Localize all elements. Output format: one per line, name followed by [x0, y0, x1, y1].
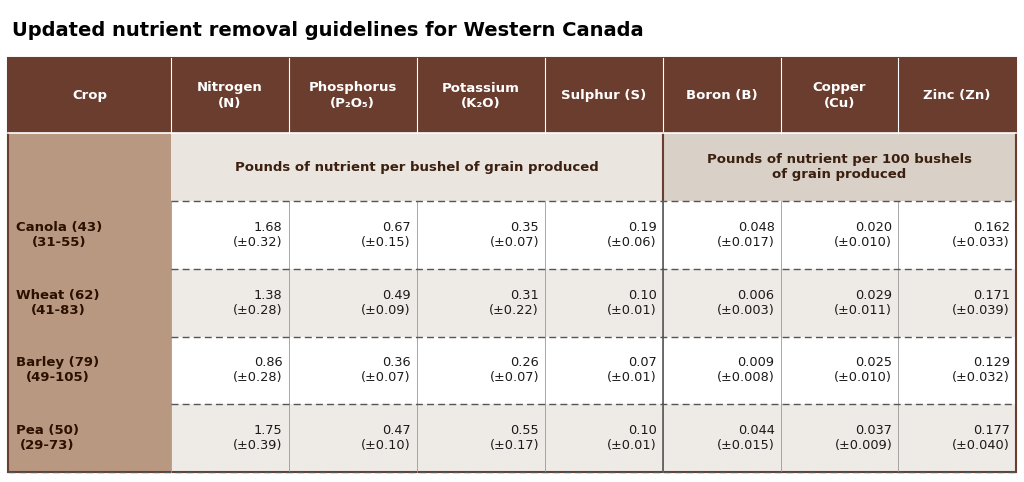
Text: Pea (50)
(29-73): Pea (50) (29-73) [16, 424, 79, 452]
Bar [545, 404, 663, 472]
Text: Pounds of nutrient per bushel of grain produced: Pounds of nutrient per bushel of grain p… [234, 161, 599, 174]
Bar [417, 58, 545, 133]
Text: 0.55
(±0.17): 0.55 (±0.17) [489, 424, 539, 452]
Bar [8, 58, 1016, 472]
Bar [8, 269, 171, 336]
Bar [171, 269, 289, 336]
Text: Barley (79)
(49-105): Barley (79) (49-105) [16, 356, 99, 384]
Bar [171, 201, 289, 269]
Text: 0.006
(±0.003): 0.006 (±0.003) [717, 289, 774, 317]
Bar [417, 201, 545, 269]
Text: 0.037
(±0.009): 0.037 (±0.009) [835, 424, 892, 452]
Text: 0.162
(±0.033): 0.162 (±0.033) [952, 221, 1010, 249]
Text: 0.177
(±0.040): 0.177 (±0.040) [952, 424, 1010, 452]
Bar [663, 269, 780, 336]
Text: 1.38
(±0.28): 1.38 (±0.28) [233, 289, 283, 317]
Bar [417, 269, 545, 336]
Text: Pounds of nutrient per 100 bushels
of grain produced: Pounds of nutrient per 100 bushels of gr… [707, 153, 972, 181]
Text: 0.044
(±0.015): 0.044 (±0.015) [717, 424, 774, 452]
Bar [545, 336, 663, 404]
Text: 0.171
(±0.039): 0.171 (±0.039) [952, 289, 1010, 317]
Bar [8, 201, 171, 269]
Bar [8, 336, 171, 404]
Text: Nitrogen
(N): Nitrogen (N) [197, 81, 263, 109]
Text: 0.19
(±0.06): 0.19 (±0.06) [607, 221, 656, 249]
Text: Boron (B): Boron (B) [686, 89, 758, 102]
Text: 0.10
(±0.01): 0.10 (±0.01) [607, 289, 656, 317]
Bar [898, 269, 1016, 336]
Text: Wheat (62)
(41-83): Wheat (62) (41-83) [16, 289, 99, 317]
Bar [898, 404, 1016, 472]
Text: 1.68
(±0.32): 1.68 (±0.32) [233, 221, 283, 249]
Text: 0.47
(±0.10): 0.47 (±0.10) [361, 424, 411, 452]
Text: Crop: Crop [72, 89, 106, 102]
Bar [289, 201, 417, 269]
Bar [171, 58, 289, 133]
Text: Potassium
(K₂O): Potassium (K₂O) [442, 81, 520, 109]
Bar [780, 201, 898, 269]
Text: 0.025
(±0.010): 0.025 (±0.010) [835, 356, 892, 384]
Bar [663, 201, 780, 269]
Bar [417, 336, 545, 404]
Bar [289, 269, 417, 336]
Bar [417, 404, 545, 472]
Bar [8, 58, 171, 133]
Bar [663, 133, 1016, 201]
Text: 0.67
(±0.15): 0.67 (±0.15) [361, 221, 411, 249]
Bar [545, 58, 663, 133]
Bar [898, 336, 1016, 404]
Bar [898, 201, 1016, 269]
Text: Copper
(Cu): Copper (Cu) [813, 81, 866, 109]
Text: 0.86
(±0.28): 0.86 (±0.28) [233, 356, 283, 384]
Text: 0.029
(±0.011): 0.029 (±0.011) [835, 289, 892, 317]
Text: 0.26
(±0.07): 0.26 (±0.07) [489, 356, 539, 384]
Bar [663, 336, 780, 404]
Text: Updated nutrient removal guidelines for Western Canada: Updated nutrient removal guidelines for … [12, 21, 644, 40]
Text: 1.75
(±0.39): 1.75 (±0.39) [233, 424, 283, 452]
Bar [289, 336, 417, 404]
Text: 0.07
(±0.01): 0.07 (±0.01) [607, 356, 656, 384]
Text: 0.048
(±0.017): 0.048 (±0.017) [717, 221, 774, 249]
Text: 0.49
(±0.09): 0.49 (±0.09) [361, 289, 411, 317]
Text: Zinc (Zn): Zinc (Zn) [924, 89, 991, 102]
Text: 0.10
(±0.01): 0.10 (±0.01) [607, 424, 656, 452]
Bar [780, 336, 898, 404]
Bar [898, 58, 1016, 133]
Bar [171, 133, 663, 201]
Text: 0.35
(±0.07): 0.35 (±0.07) [489, 221, 539, 249]
Text: 0.129
(±0.032): 0.129 (±0.032) [952, 356, 1010, 384]
Bar [663, 404, 780, 472]
Bar [8, 404, 171, 472]
Bar [289, 58, 417, 133]
Text: 0.31
(±0.22): 0.31 (±0.22) [489, 289, 539, 317]
Bar [171, 404, 289, 472]
Text: 0.020
(±0.010): 0.020 (±0.010) [835, 221, 892, 249]
Bar [171, 336, 289, 404]
Bar [663, 58, 780, 133]
Text: 0.009
(±0.008): 0.009 (±0.008) [717, 356, 774, 384]
Bar [780, 58, 898, 133]
Text: 0.36
(±0.07): 0.36 (±0.07) [361, 356, 411, 384]
Text: Phosphorus
(P₂O₅): Phosphorus (P₂O₅) [308, 81, 397, 109]
Bar [545, 269, 663, 336]
Bar [545, 201, 663, 269]
Text: Sulphur (S): Sulphur (S) [561, 89, 646, 102]
Bar [780, 404, 898, 472]
Text: Canola (43)
(31-55): Canola (43) (31-55) [16, 221, 102, 249]
Bar [780, 269, 898, 336]
Bar [8, 133, 171, 201]
Bar [289, 404, 417, 472]
